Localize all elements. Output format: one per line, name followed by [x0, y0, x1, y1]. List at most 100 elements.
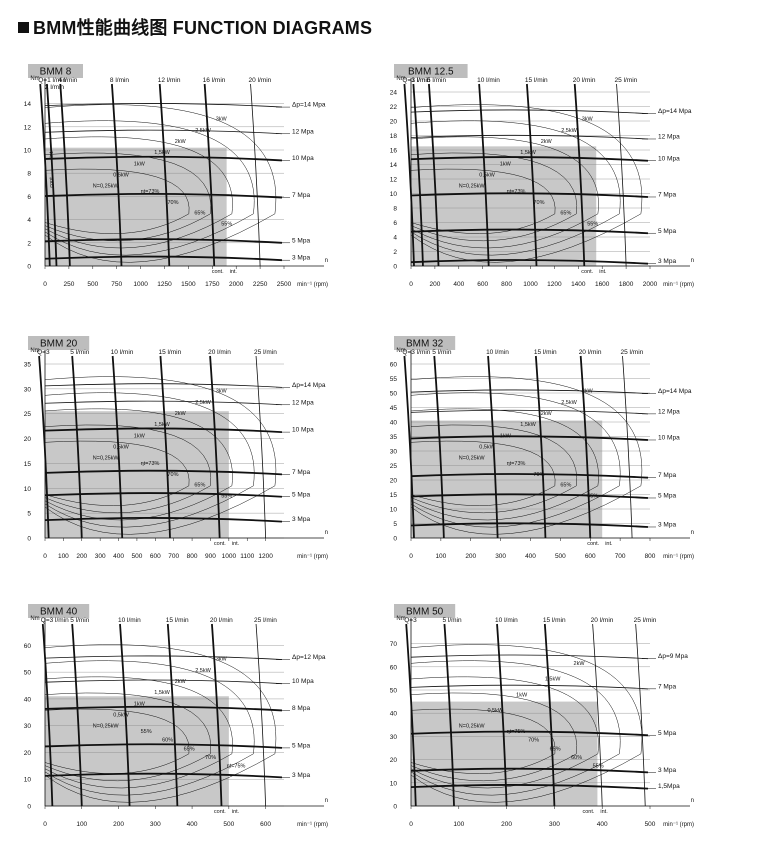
pressure-label: 3 Mpa — [292, 255, 310, 262]
y-tick-label: 4 — [393, 235, 397, 242]
x-tick-label: 0 — [43, 821, 47, 828]
flow-curve — [46, 83, 58, 267]
efficiency-label: 65% — [194, 483, 205, 489]
flow-curve — [71, 623, 83, 807]
power-label: 2kW — [175, 139, 187, 145]
flow-curve — [592, 623, 603, 807]
efficiency-curve — [410, 408, 599, 521]
x-tick-label: 600 — [150, 553, 161, 560]
x-tick-label: 300 — [549, 821, 560, 828]
efficiency-label: 70% — [167, 472, 178, 478]
x-tick-label: 400 — [597, 821, 608, 828]
pressure-curve — [44, 743, 283, 749]
x-tick-label: 400 — [113, 553, 124, 560]
flow-label: 25 l/min — [254, 349, 277, 356]
efficiency-label: 65% — [550, 746, 561, 752]
pressure-curve — [410, 228, 649, 235]
flow-curve — [255, 623, 267, 807]
flow-label: 20 l/min — [208, 349, 231, 356]
pressure-curve — [44, 492, 283, 498]
pressure-curve — [44, 772, 283, 779]
power-label: 1kW — [134, 433, 146, 439]
flow-label: 15 l/min — [166, 617, 189, 624]
efficiency-curve — [44, 692, 212, 782]
flow-curve — [41, 623, 54, 807]
y-tick-label: 6 — [393, 220, 397, 227]
pressure-label: 3 Mpa — [292, 516, 310, 523]
power-label: 0,5kW — [113, 713, 129, 719]
pressure-curve — [44, 655, 283, 660]
y-tick-label: 2 — [393, 249, 397, 256]
x-axis-unit: min⁻¹ (rpm) — [663, 822, 694, 828]
pressure-label: 5 Mpa — [292, 237, 310, 244]
power-label: 3kW — [216, 657, 228, 663]
chart-title-tab — [28, 604, 90, 618]
flow-curve — [405, 623, 417, 807]
x-tick-label: 0 — [43, 281, 47, 288]
x-tick-label: 100 — [58, 553, 69, 560]
cont-label: cont. — [582, 809, 594, 815]
efficiency-curve — [410, 660, 621, 796]
pressure-label: 5 Mpa — [292, 742, 310, 749]
flow-label: 5 l/min — [70, 349, 90, 356]
efficiency-curve — [44, 120, 255, 256]
cont-label: cont. — [214, 809, 226, 815]
flow-curve — [203, 83, 216, 267]
flow-curve — [487, 355, 499, 539]
iso-curves — [410, 644, 643, 803]
y-tick-label: 30 — [390, 734, 398, 741]
chart-title: BMM 8 — [40, 67, 72, 78]
pressure-curve — [44, 129, 283, 135]
power-label: 1,5kW — [154, 690, 170, 696]
x-tick-label: 200 — [76, 553, 87, 560]
y-tick-label: 30 — [390, 449, 398, 456]
pressure-curve — [410, 522, 649, 528]
y-tick-label: 60 — [24, 643, 32, 650]
efficiency-label: 55% — [593, 764, 604, 770]
pressure-label: 7 Mpa — [658, 472, 676, 479]
x-tick-label: 300 — [95, 553, 106, 560]
chart-bmm-40: BMM 40 Δp=12 Mpa 10 Mpa 8 Mpa 5 Mpa 3 Mpa Q=3 … — [24, 604, 328, 828]
chart-bmm-8: BMM 8 Δp=14 Mpa 12 Mpa 10 Mpa 7 Mpa 5 Mpa 3 Mp… — [24, 64, 328, 288]
flow-curve — [579, 355, 592, 539]
efficiency-label: 55% — [221, 494, 232, 500]
pressure-label: 5 Mpa — [658, 493, 676, 500]
flow-label: 20 l/min — [573, 77, 596, 84]
flow-curve — [166, 623, 179, 807]
chart-title-tab — [394, 336, 456, 350]
efficiency-curve — [410, 440, 556, 506]
x-tick-label: 900 — [205, 553, 216, 560]
pressure-curve — [410, 389, 649, 394]
pressure-curve — [44, 238, 283, 244]
efficiency-curve — [410, 392, 621, 528]
cont-label: cont. — [212, 269, 224, 275]
chart-title-tab — [394, 64, 468, 78]
pressure-label: Δp=14 Mpa — [292, 102, 326, 109]
x-tick-label: 2250 — [253, 281, 268, 288]
pressure-label: 1,5Mpa — [658, 783, 680, 790]
flow-label: 8 l/min — [110, 77, 130, 84]
flow-label: 10 l/min — [477, 77, 500, 84]
flow-label: 15 l/min — [543, 617, 566, 624]
x-axis-unit: min⁻¹ (rpm) — [663, 282, 694, 288]
flow-curve — [39, 83, 51, 267]
flow-label: 25 l/min — [634, 617, 657, 624]
cont-region — [411, 146, 597, 266]
power-label: 3kW — [582, 389, 594, 395]
power-label: N=0,25kW — [93, 184, 120, 190]
flow-curve — [412, 83, 424, 267]
chart-title: BMM 12.5 — [408, 67, 454, 78]
pressure-curve — [44, 193, 283, 199]
pressure-label: 5 Mpa — [658, 730, 676, 737]
efficiency-label: 55% — [587, 494, 598, 500]
y-axis-label: Nm — [396, 616, 405, 622]
flow-label: 15 l/min — [534, 349, 557, 356]
pressure-label: 8 Mpa — [292, 705, 310, 712]
y-tick-label: 55 — [390, 376, 398, 383]
y-tick-label: 14 — [24, 101, 32, 108]
x-tick-label: 1750 — [205, 281, 220, 288]
flow-label: 5 l/min — [432, 349, 452, 356]
page-title-text: BMM性能曲线图 FUNCTION DIAGRAMS — [33, 18, 373, 38]
x-tick-label: 400 — [453, 281, 464, 288]
x-tick-label: 400 — [525, 553, 536, 560]
